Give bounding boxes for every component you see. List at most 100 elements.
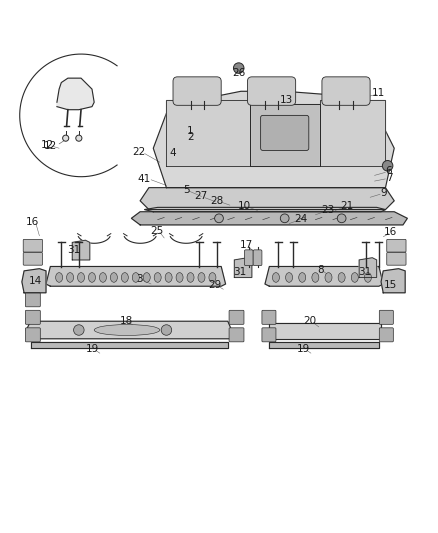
Text: 4: 4 [170, 149, 177, 158]
Polygon shape [359, 258, 377, 278]
Text: 24: 24 [295, 214, 308, 224]
Text: 16: 16 [26, 217, 39, 227]
Text: 6: 6 [385, 166, 392, 176]
FancyBboxPatch shape [379, 328, 393, 342]
Text: 14: 14 [29, 276, 42, 286]
FancyBboxPatch shape [387, 253, 406, 265]
Text: 17: 17 [240, 240, 253, 251]
Polygon shape [320, 100, 385, 166]
Text: 18: 18 [120, 316, 133, 326]
Text: 19: 19 [297, 344, 310, 354]
Text: 2: 2 [187, 132, 194, 142]
Polygon shape [153, 91, 394, 188]
Circle shape [161, 325, 172, 335]
Polygon shape [269, 342, 379, 348]
Polygon shape [265, 266, 383, 286]
Polygon shape [31, 342, 228, 348]
FancyBboxPatch shape [173, 77, 221, 106]
Ellipse shape [88, 273, 95, 282]
Ellipse shape [121, 273, 128, 282]
Text: 20: 20 [304, 316, 317, 326]
Text: 19: 19 [85, 344, 99, 354]
Text: 12: 12 [41, 140, 54, 150]
Text: 1: 1 [187, 126, 194, 136]
FancyBboxPatch shape [244, 250, 253, 265]
Text: 13: 13 [280, 95, 293, 105]
Text: 3: 3 [136, 274, 143, 284]
Polygon shape [250, 104, 320, 166]
Circle shape [74, 325, 84, 335]
Ellipse shape [338, 273, 345, 282]
Ellipse shape [198, 273, 205, 282]
Text: 29: 29 [208, 280, 221, 290]
Ellipse shape [209, 273, 216, 282]
Text: 25: 25 [150, 225, 163, 236]
Circle shape [76, 135, 82, 141]
Polygon shape [269, 324, 381, 339]
Text: 5: 5 [183, 185, 190, 195]
Circle shape [280, 214, 289, 223]
Circle shape [215, 214, 223, 223]
Text: 41: 41 [138, 174, 151, 184]
Text: 12: 12 [44, 141, 57, 151]
FancyBboxPatch shape [261, 115, 309, 150]
Text: 22: 22 [133, 147, 146, 157]
Text: 16: 16 [384, 228, 397, 237]
Polygon shape [22, 269, 46, 293]
Ellipse shape [272, 273, 279, 282]
Text: 31: 31 [358, 266, 371, 277]
Polygon shape [46, 266, 226, 286]
Ellipse shape [56, 273, 63, 282]
Polygon shape [381, 269, 405, 293]
Ellipse shape [154, 273, 161, 282]
Ellipse shape [364, 273, 371, 282]
Polygon shape [140, 188, 394, 209]
Text: 15: 15 [384, 280, 397, 290]
Polygon shape [26, 321, 234, 339]
Ellipse shape [132, 273, 139, 282]
FancyBboxPatch shape [379, 310, 393, 324]
FancyBboxPatch shape [229, 310, 244, 324]
Ellipse shape [351, 273, 358, 282]
Ellipse shape [187, 273, 194, 282]
Ellipse shape [325, 273, 332, 282]
Polygon shape [145, 207, 385, 212]
FancyBboxPatch shape [229, 328, 244, 342]
Text: 31: 31 [233, 266, 247, 277]
Ellipse shape [110, 273, 117, 282]
Ellipse shape [78, 273, 85, 282]
Ellipse shape [176, 273, 183, 282]
Circle shape [337, 214, 346, 223]
Text: 31: 31 [67, 245, 80, 255]
FancyBboxPatch shape [23, 239, 42, 252]
Circle shape [63, 135, 69, 141]
Polygon shape [234, 258, 252, 278]
Text: 23: 23 [321, 205, 334, 215]
Text: 27: 27 [194, 191, 207, 201]
FancyBboxPatch shape [25, 328, 40, 342]
FancyBboxPatch shape [25, 293, 40, 307]
Text: 28: 28 [210, 196, 223, 206]
Text: 10: 10 [238, 201, 251, 211]
Text: 11: 11 [372, 88, 385, 99]
Text: 26: 26 [232, 68, 245, 78]
Text: 7: 7 [385, 173, 392, 183]
Polygon shape [131, 212, 407, 225]
FancyBboxPatch shape [253, 250, 262, 265]
Ellipse shape [99, 273, 106, 282]
Ellipse shape [67, 273, 74, 282]
Ellipse shape [312, 273, 319, 282]
FancyBboxPatch shape [262, 328, 276, 342]
Polygon shape [57, 78, 94, 110]
FancyBboxPatch shape [23, 253, 42, 265]
Ellipse shape [94, 325, 160, 335]
Ellipse shape [286, 273, 293, 282]
FancyBboxPatch shape [262, 310, 276, 324]
Ellipse shape [165, 273, 172, 282]
Circle shape [233, 63, 244, 74]
Circle shape [382, 160, 393, 171]
FancyBboxPatch shape [387, 239, 406, 252]
Ellipse shape [299, 273, 306, 282]
FancyBboxPatch shape [322, 77, 370, 106]
Text: 9: 9 [380, 188, 387, 198]
